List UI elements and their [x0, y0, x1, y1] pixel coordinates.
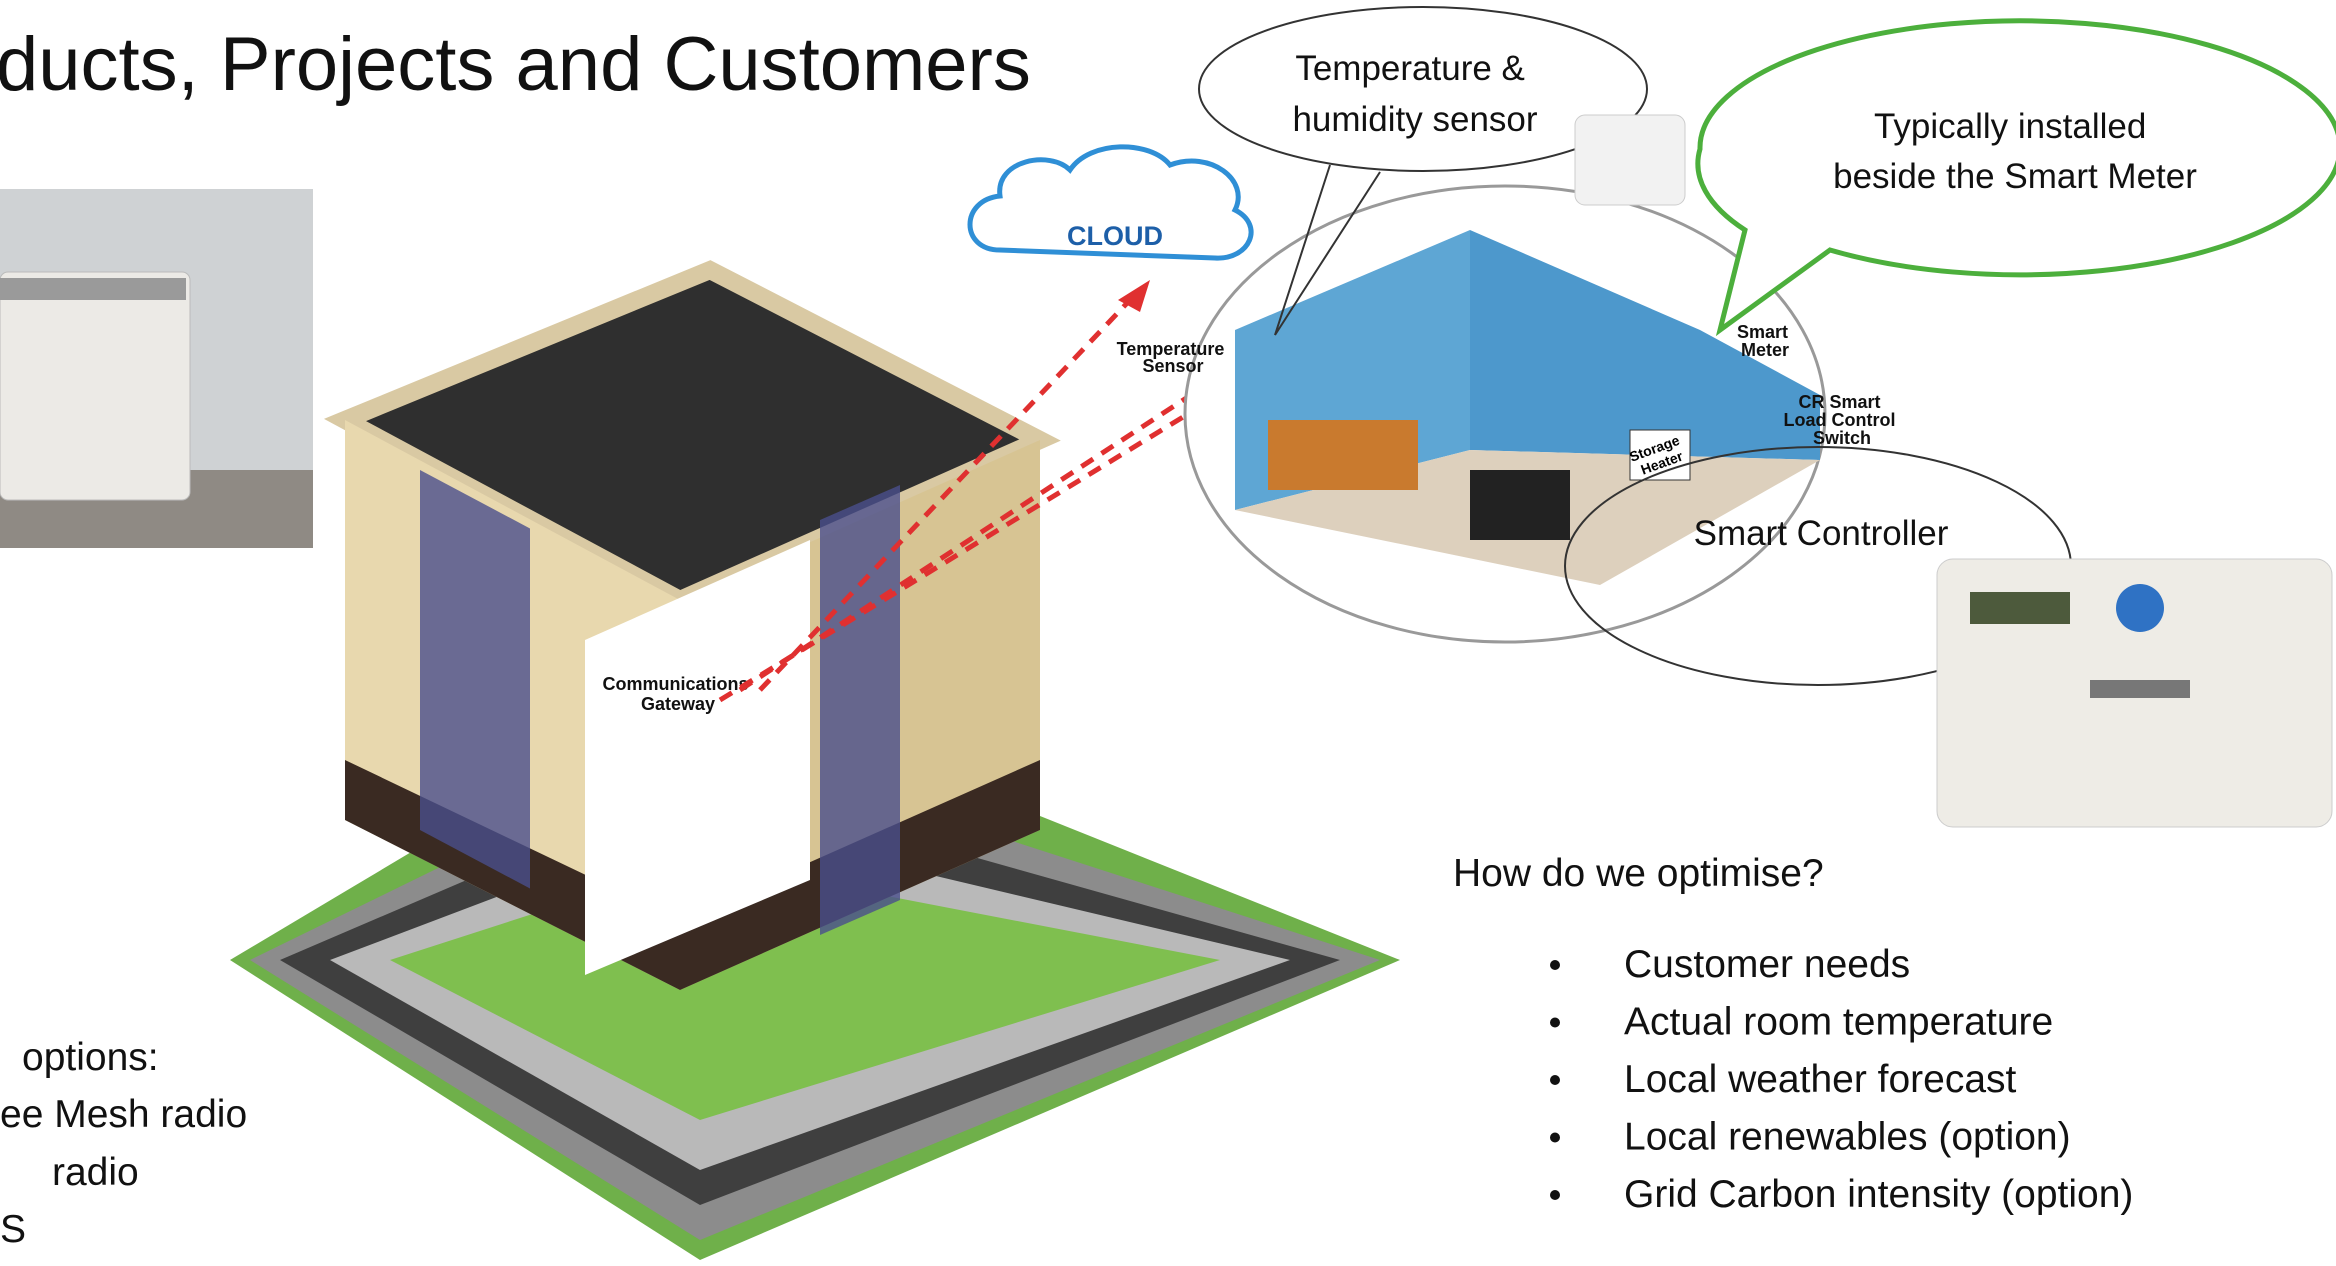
optimise-item: Local weather forecast [1624, 1058, 2017, 1101]
page: {"header":{"title":"ducts, Projects and … [0, 0, 2336, 1266]
bullet [1550, 1190, 1560, 1200]
text-line: options: [22, 1036, 159, 1079]
bubble-line: humidity sensor [1292, 100, 1537, 139]
bubble-line: Temperature & [1295, 49, 1525, 88]
text-line: S [0, 1208, 26, 1251]
optimise-heading: How do we optimise? [1453, 852, 1824, 895]
optimise-item: Customer needs [1624, 943, 1910, 986]
label-line: CR Smart [1798, 392, 1880, 412]
bullet [1550, 1075, 1560, 1085]
label-line: Sensor [1142, 356, 1203, 376]
bubble-line: beside the Smart Meter [1833, 157, 2197, 196]
gateway-line: Communications [602, 674, 748, 694]
optimise-item: Actual room temperature [1624, 1001, 2053, 1044]
label-line: Load Control [1784, 410, 1896, 430]
bullet [1550, 1018, 1560, 1028]
bullet [1550, 1133, 1560, 1143]
sensor-device [1575, 115, 1685, 205]
text-line: radio [52, 1151, 139, 1194]
controller-label: Smart Controller [1694, 514, 1949, 553]
label-line: Smart [1737, 322, 1788, 342]
smart-meter-label: Smart Meter [1737, 322, 1793, 360]
connectivity-text: options: ee Mesh radio radio S [0, 1036, 258, 1251]
text-line: ee Mesh radio [0, 1093, 247, 1136]
bubble-line: Typically installed [1874, 107, 2146, 146]
controller-device [1937, 559, 2332, 827]
gateway-line: Gateway [641, 694, 715, 714]
slide: ducts, Projects and Customers Communicat… [0, 0, 2336, 1266]
label-line: Switch [1813, 428, 1871, 448]
slide-title: ducts, Projects and Customers [0, 22, 1031, 107]
optimise-list: Customer needs Actual room temperature Loc… [1550, 943, 2133, 1216]
optimise-item: Grid Carbon intensity (option) [1624, 1173, 2133, 1216]
radiator-photo [0, 189, 313, 548]
optimise-item: Local renewables (option) [1624, 1116, 2071, 1159]
cloud-label: CLOUD [1067, 221, 1163, 251]
label-line: Meter [1741, 340, 1789, 360]
bullet [1550, 960, 1560, 970]
arrow-head [1118, 280, 1150, 312]
